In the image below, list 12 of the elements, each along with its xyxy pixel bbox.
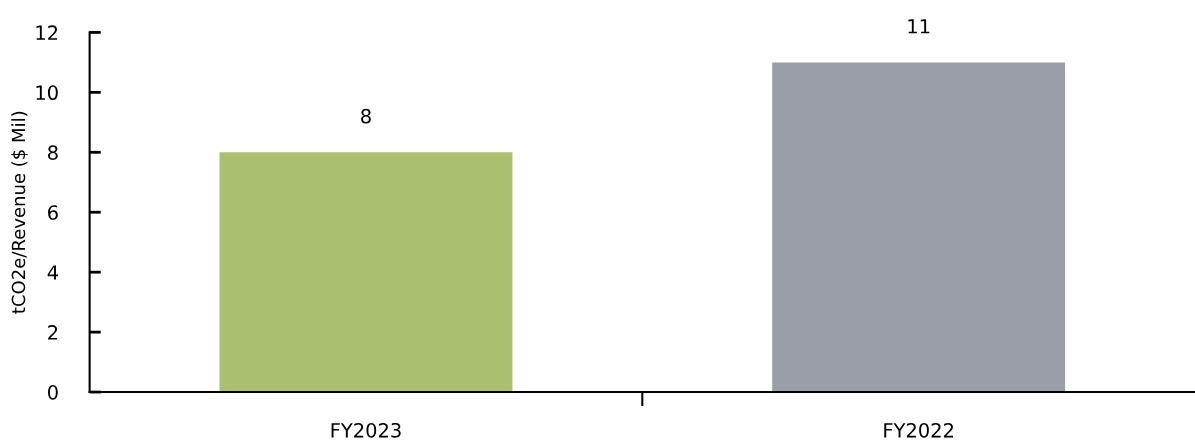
- y-tick-label: 10: [36, 85, 58, 101]
- y-axis-title: tCO2e/Revenue ($ Mil): [11, 111, 28, 314]
- y-tick-label: 0: [47, 385, 58, 400]
- x-tick-label: FY2023: [331, 422, 401, 438]
- data-label: 8: [361, 108, 371, 124]
- y-tick-label: 4: [47, 265, 58, 280]
- y-tick-label: 12: [36, 25, 58, 40]
- x-tick-label: FY2022: [884, 422, 953, 438]
- y-tick-label: 6: [48, 205, 58, 220]
- y-tick-label: 8: [48, 145, 58, 160]
- data-label: 11: [908, 19, 930, 34]
- y-tick-label: 2: [48, 325, 58, 340]
